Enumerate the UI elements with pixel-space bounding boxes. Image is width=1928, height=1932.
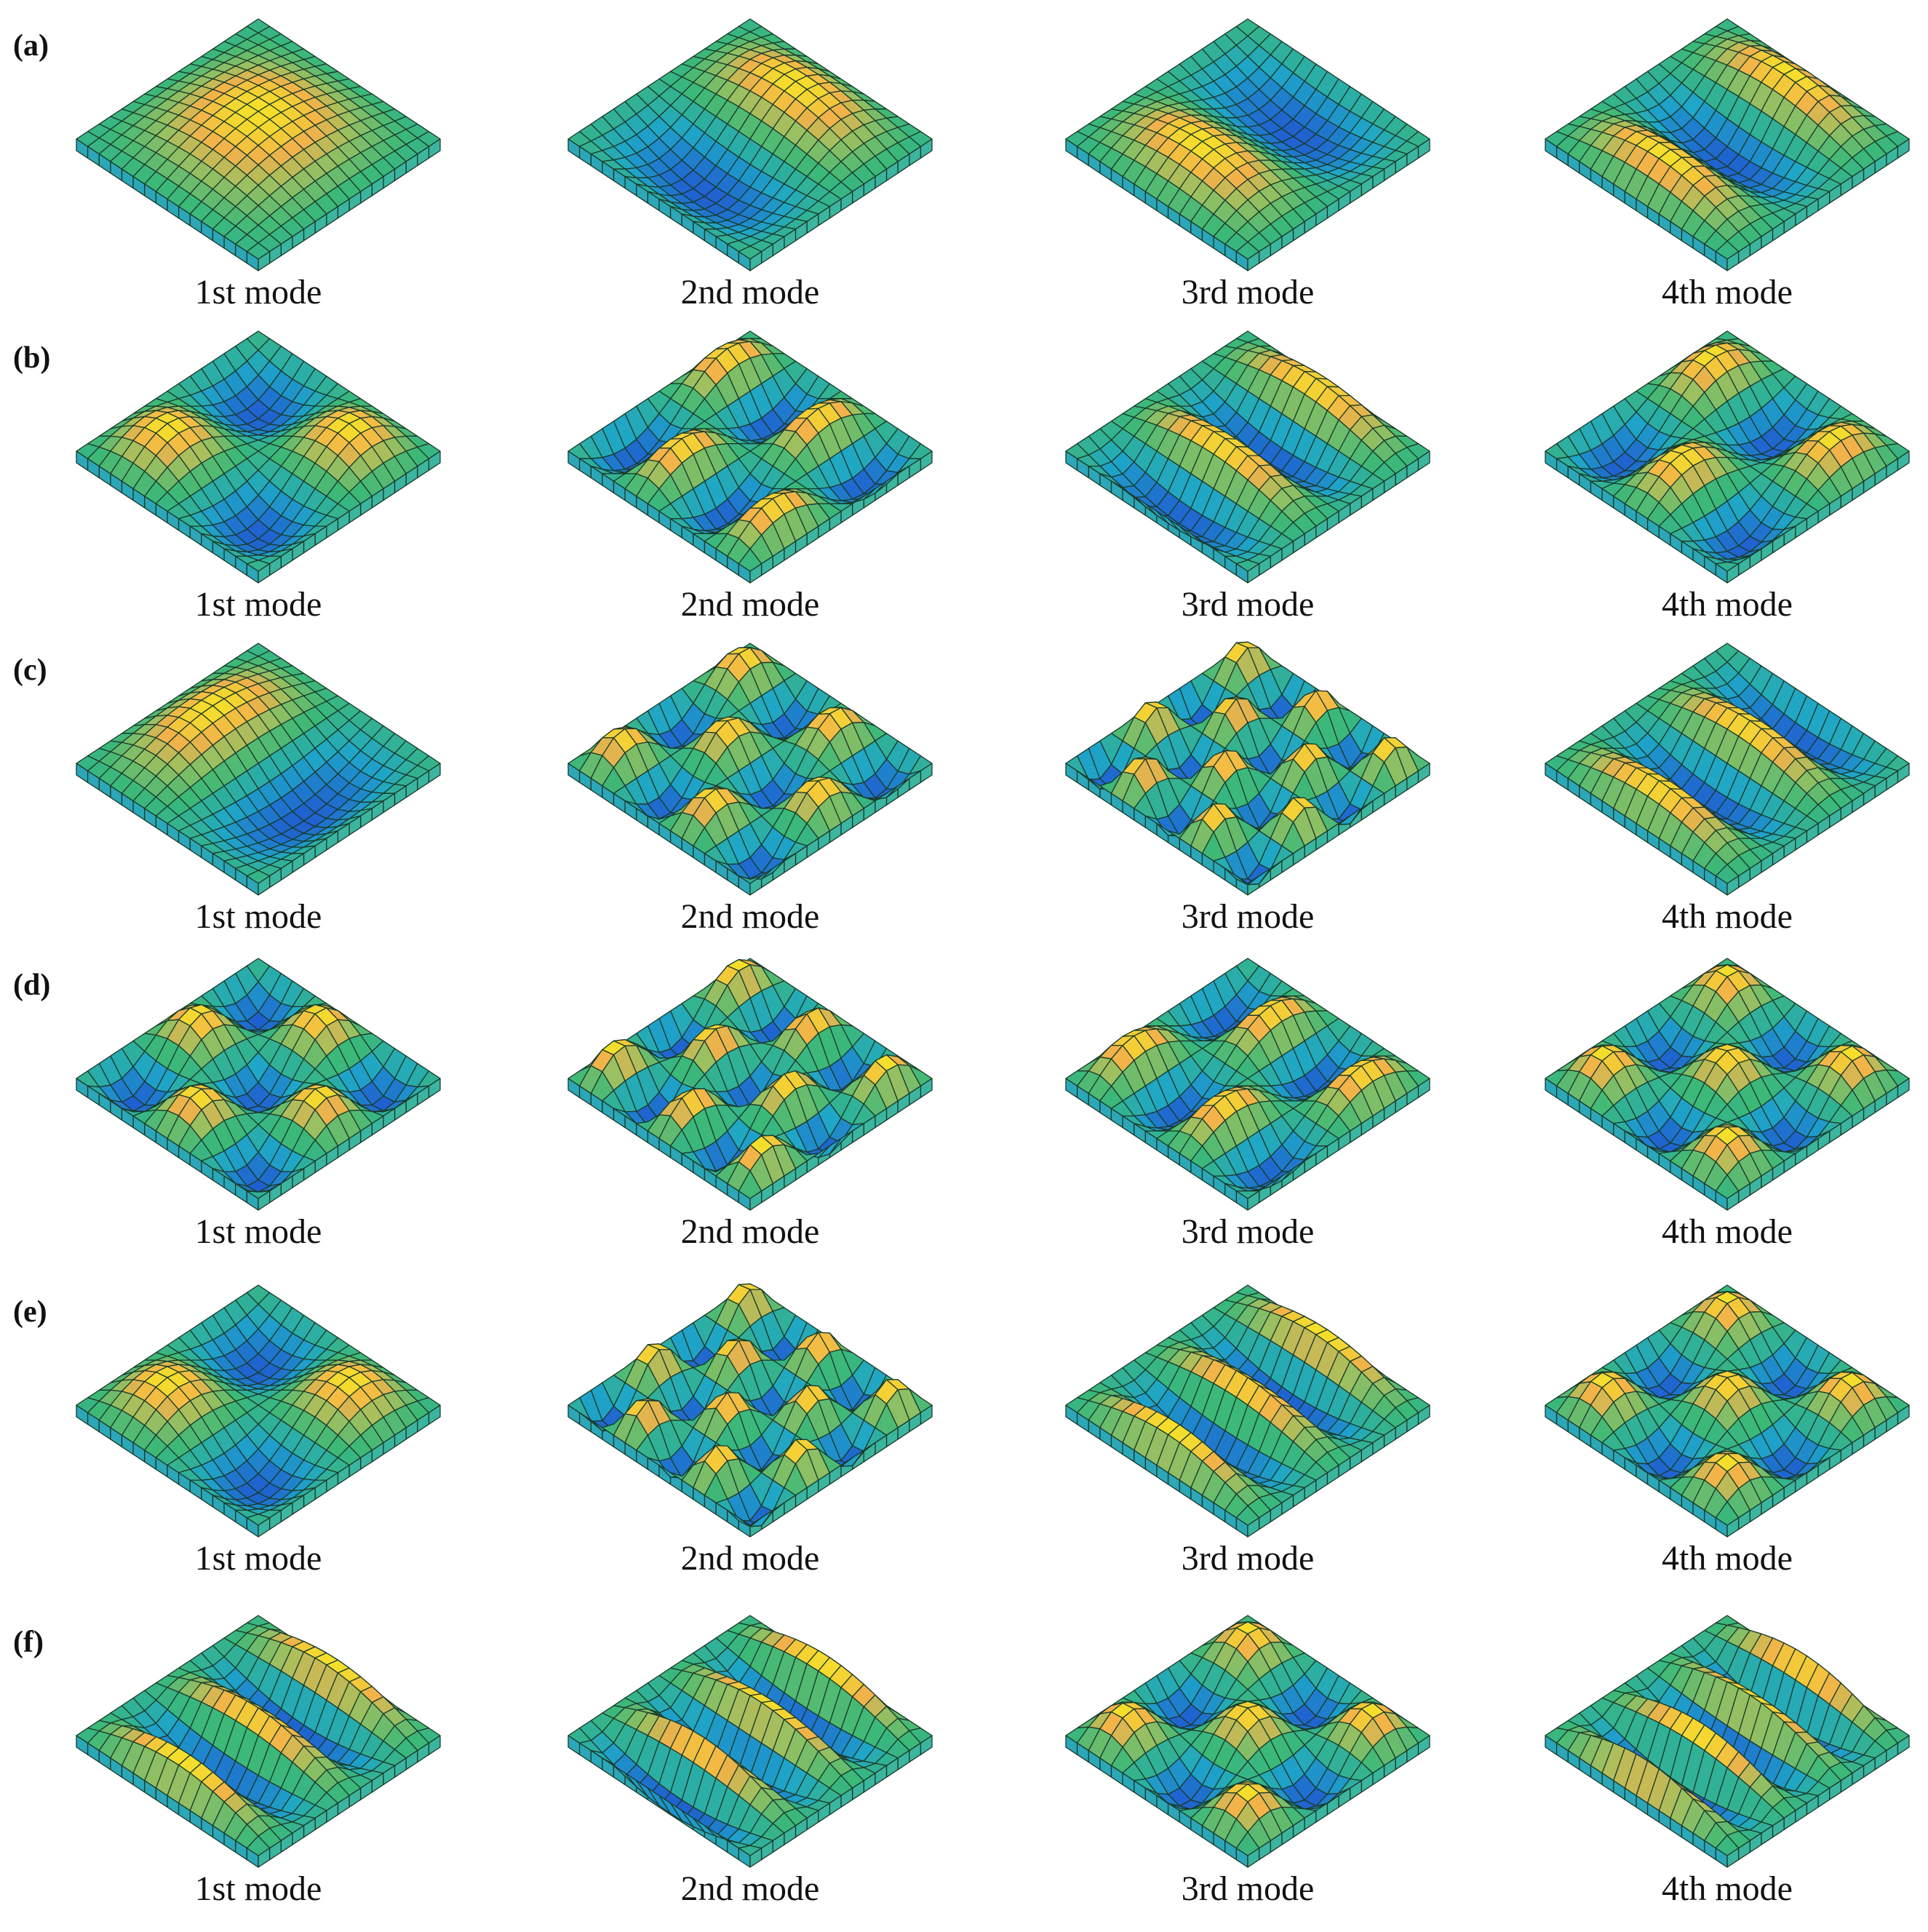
panel-label: (d) xyxy=(13,969,50,1002)
mode-shape xyxy=(1545,18,1910,271)
mode-caption: 3rd mode xyxy=(1182,273,1315,311)
mode-shape xyxy=(76,330,441,584)
mode-caption: 3rd mode xyxy=(1182,585,1315,624)
mode-shape xyxy=(1065,330,1430,584)
mode-caption: 1st mode xyxy=(195,1539,322,1578)
mode-shape xyxy=(1545,958,1910,1211)
mode-shape xyxy=(567,18,933,271)
mesh-cell xyxy=(738,245,762,260)
mode-shape xyxy=(567,643,933,896)
mode-shape xyxy=(76,1284,441,1538)
mode-shape xyxy=(567,330,933,584)
mode-shape xyxy=(1065,18,1430,271)
mode-shape xyxy=(1065,958,1430,1211)
mode-caption: 4th mode xyxy=(1662,1212,1793,1251)
mode-shape xyxy=(1545,330,1910,584)
mode-shape xyxy=(567,1283,933,1538)
panel-label: (c) xyxy=(13,653,47,687)
panel-label: (e) xyxy=(13,1295,47,1329)
mode-caption: 3rd mode xyxy=(1182,1212,1315,1251)
mode-shape xyxy=(76,18,441,271)
mode-caption: 1st mode xyxy=(195,273,322,311)
mode-caption: 1st mode xyxy=(195,897,322,936)
mode-shape xyxy=(76,643,441,896)
mode-caption: 3rd mode xyxy=(1182,897,1315,936)
mode-shape xyxy=(1545,643,1910,896)
mode-shape xyxy=(76,958,441,1211)
mode-caption: 2nd mode xyxy=(681,273,820,311)
mesh-cell xyxy=(246,242,271,260)
mode-caption: 4th mode xyxy=(1662,897,1793,936)
mode-caption: 4th mode xyxy=(1662,273,1793,311)
mode-shape xyxy=(567,958,933,1211)
mode-caption: 1st mode xyxy=(195,585,322,624)
mode-caption: 4th mode xyxy=(1662,585,1793,624)
mesh-cell xyxy=(738,330,762,339)
panel-label: (a) xyxy=(13,29,49,63)
mode-caption: 2nd mode xyxy=(681,1212,820,1251)
mode-caption: 2nd mode xyxy=(681,585,820,624)
mesh-cell xyxy=(1235,241,1260,260)
mode-caption: 2nd mode xyxy=(681,897,820,936)
panel-label: (b) xyxy=(13,341,50,375)
mode-shape xyxy=(1065,641,1430,896)
mode-caption: 1st mode xyxy=(195,1212,322,1251)
